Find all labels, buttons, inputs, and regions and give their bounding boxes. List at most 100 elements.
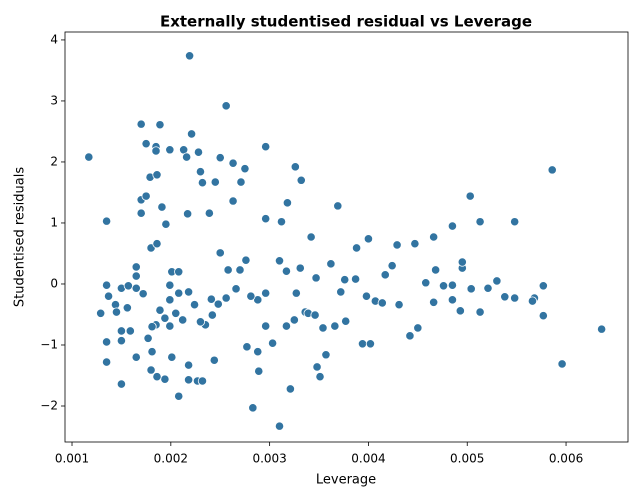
y-tick-label: −1 [40,337,58,351]
point [290,162,300,172]
point [155,305,165,315]
point [410,239,420,249]
point [207,310,217,320]
y-tick-label: 0 [50,276,58,290]
point [421,278,431,288]
point [274,421,285,431]
y-tick-label: −2 [40,399,58,413]
point [405,331,415,341]
point [457,257,467,267]
y-tick-label: 3 [50,93,58,107]
point [597,324,607,334]
point [178,315,188,325]
point [125,326,135,336]
point [557,359,567,369]
point [197,178,208,188]
point [215,248,225,258]
point [377,298,387,308]
point [341,316,351,326]
point [160,313,170,323]
point [165,280,175,290]
point [131,283,141,293]
point [210,177,220,187]
point [281,321,292,331]
point [147,347,157,357]
x-axis-label: Leverage [316,473,376,488]
point [527,296,538,306]
point [306,232,316,242]
point [228,196,238,206]
point [261,214,271,224]
point [136,119,146,129]
point [547,165,557,175]
x-tick-label: 0.004 [351,452,385,466]
point [483,283,493,293]
point [311,273,321,283]
point [184,51,195,61]
point [340,275,350,285]
point [204,208,214,218]
point [193,147,204,157]
point [195,167,206,177]
y-tick-label: 2 [50,154,58,168]
point [326,259,336,269]
point [431,265,441,275]
x-tick-label: 0.006 [549,452,583,466]
y-tick-label: 1 [50,215,58,229]
point [223,265,233,275]
point [248,403,258,413]
point [274,256,285,266]
point [318,323,328,333]
point [131,262,141,272]
point [161,219,171,229]
point [242,342,252,352]
point [183,209,193,219]
point [165,145,175,155]
point [333,201,343,211]
point [455,306,465,316]
point [357,339,368,349]
point [165,321,175,331]
point [296,175,306,185]
point [261,142,271,152]
point [315,372,325,382]
point [241,255,251,265]
point [413,323,423,333]
point [254,366,264,376]
point [186,129,197,139]
point [336,287,346,297]
point [387,261,397,271]
point [285,384,295,394]
point [206,294,216,304]
point [295,263,305,273]
point [116,379,127,389]
x-tick-label: 0.003 [252,452,286,466]
point [167,352,177,362]
point [215,153,225,163]
point [189,300,200,310]
point [282,198,293,208]
point [122,303,132,313]
point [361,291,372,301]
point [231,284,241,294]
point [291,288,301,298]
point [538,281,548,291]
point [160,374,170,384]
point [492,276,502,286]
point [500,292,510,302]
point [363,234,374,244]
point [281,266,292,276]
point [141,191,151,201]
point [276,217,287,227]
point [184,287,194,297]
x-tick-label: 0.005 [450,452,484,466]
point [146,365,156,375]
point [289,315,299,325]
point [228,158,238,168]
point [184,360,194,370]
point [182,152,192,162]
point [165,295,175,305]
point [510,217,520,227]
chart-title: Externally studentised residual vs Lever… [160,13,532,31]
